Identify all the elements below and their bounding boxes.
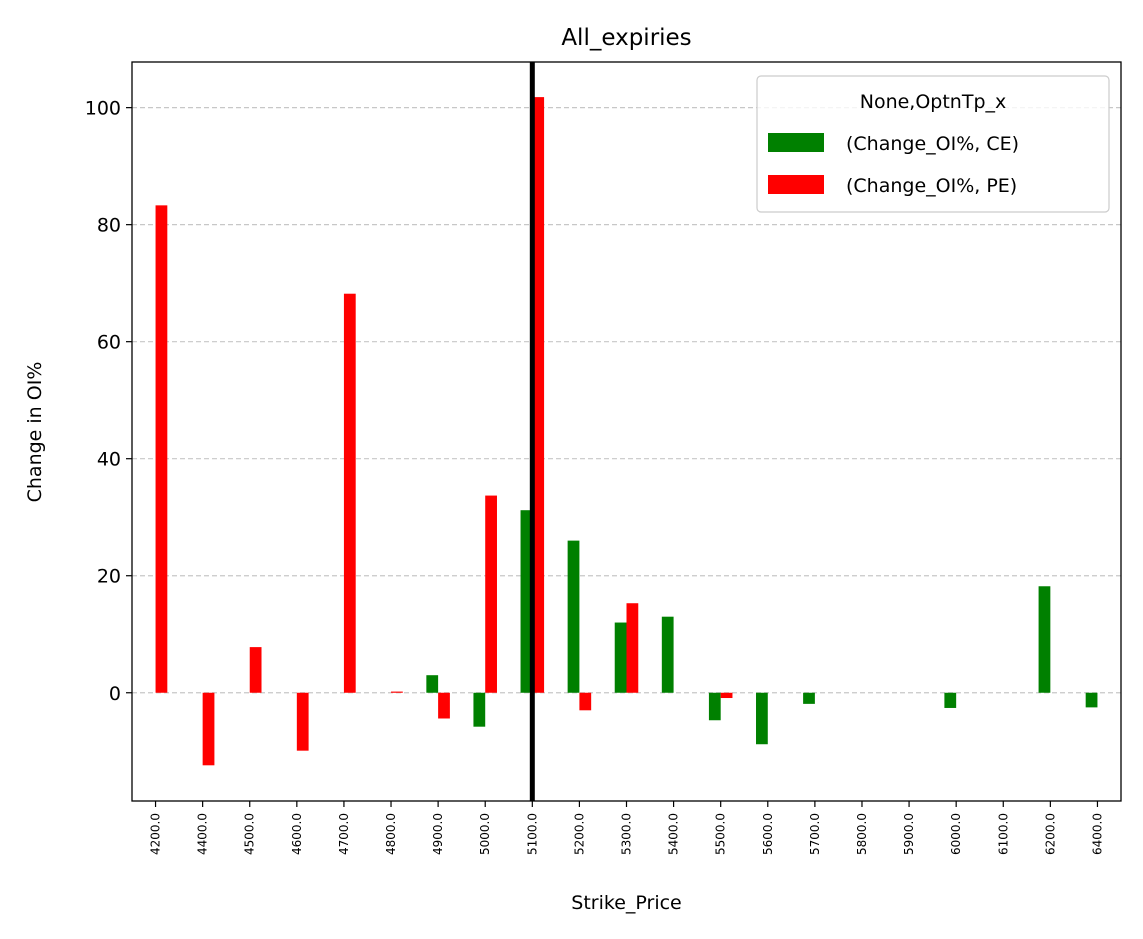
x-tick-label: 4600.0	[290, 813, 304, 855]
bar-pe-5200.0	[579, 692, 592, 711]
y-tick-label: 60	[97, 332, 121, 354]
x-tick-label: 4900.0	[431, 813, 445, 855]
bar-pe-4800.0	[391, 691, 403, 693]
x-tick-label: 4700.0	[337, 813, 351, 855]
bar-pe-4700.0	[343, 293, 356, 693]
x-tick-label: 6100.0	[996, 813, 1010, 855]
x-tick-label: 5100.0	[525, 813, 539, 855]
bar-ce-6200.0	[1038, 586, 1051, 693]
bar-ce-5200.0	[567, 540, 580, 693]
legend-label-ce: (Change_OI%, CE)	[846, 133, 1019, 155]
bar-ce-6000.0	[944, 692, 957, 708]
x-tick-label: 5400.0	[667, 813, 681, 855]
x-tick-label: 5900.0	[902, 813, 916, 855]
chart-title: All_expiries	[561, 25, 691, 51]
bar-pe-4400.0	[202, 692, 215, 766]
x-tick-label: 6200.0	[1043, 813, 1057, 855]
y-axis: 0 20 40 60 80 100	[85, 98, 132, 705]
y-tick-label: 80	[97, 215, 121, 237]
bar-ce-5700.0	[803, 692, 815, 704]
bar-ce-5300.0	[614, 622, 627, 693]
legend-label-pe: (Change_OI%, PE)	[846, 175, 1017, 197]
bar-ce-5100.0	[520, 510, 533, 693]
y-axis-label: Change in OI%	[24, 362, 46, 503]
bar-pe-4900.0	[438, 692, 450, 719]
legend-title: None,OptnTp_x	[860, 91, 1007, 113]
bar-ce-4900.0	[426, 675, 439, 693]
bar-ce-6400.0	[1085, 692, 1098, 708]
x-tick-label: 5300.0	[620, 813, 634, 855]
bar-pe-5000.0	[485, 495, 497, 693]
x-axis: 4200.0 4400.0 4500.0 4600.0 4700.0 4800.0 4900…	[149, 801, 1104, 855]
x-tick-label: 4800.0	[384, 813, 398, 855]
x-tick-label: 4500.0	[243, 813, 257, 855]
x-tick-label: 6400.0	[1090, 813, 1104, 855]
x-tick-label: 4400.0	[196, 813, 210, 855]
bar-pe-5500.0	[720, 692, 733, 699]
x-tick-label: 5200.0	[572, 813, 586, 855]
x-tick-label: 5000.0	[478, 813, 492, 855]
bar-pe-5100.0	[532, 97, 545, 693]
y-tick-label: 20	[97, 566, 121, 588]
x-tick-label: 6000.0	[949, 813, 963, 855]
bar-pe-5300.0	[626, 603, 639, 693]
x-axis-label: Strike_Price	[571, 892, 681, 914]
x-tick-label: 5600.0	[761, 813, 775, 855]
legend: None,OptnTp_x (Change_OI%, CE) (Change_O…	[756, 75, 1110, 213]
x-tick-label: 5800.0	[855, 813, 869, 855]
y-tick-label: 0	[109, 683, 121, 705]
x-tick-label: 4200.0	[149, 813, 163, 855]
bar-pe-4200.0	[155, 205, 168, 693]
bars	[155, 97, 1098, 766]
y-tick-label: 40	[97, 449, 121, 471]
bar-ce-5500.0	[708, 692, 721, 721]
x-tick-label: 5500.0	[714, 813, 728, 855]
bar-pe-4500.0	[249, 647, 262, 693]
bar-ce-5000.0	[473, 692, 486, 727]
bar-ce-5600.0	[756, 692, 768, 745]
legend-box	[756, 75, 1110, 213]
x-tick-label: 5700.0	[808, 813, 822, 855]
bar-pe-4600.0	[296, 692, 309, 751]
y-tick-label: 100	[85, 98, 121, 120]
legend-swatch-ce	[768, 133, 824, 152]
bar-ce-5400.0	[661, 616, 674, 693]
legend-swatch-pe	[768, 175, 824, 194]
